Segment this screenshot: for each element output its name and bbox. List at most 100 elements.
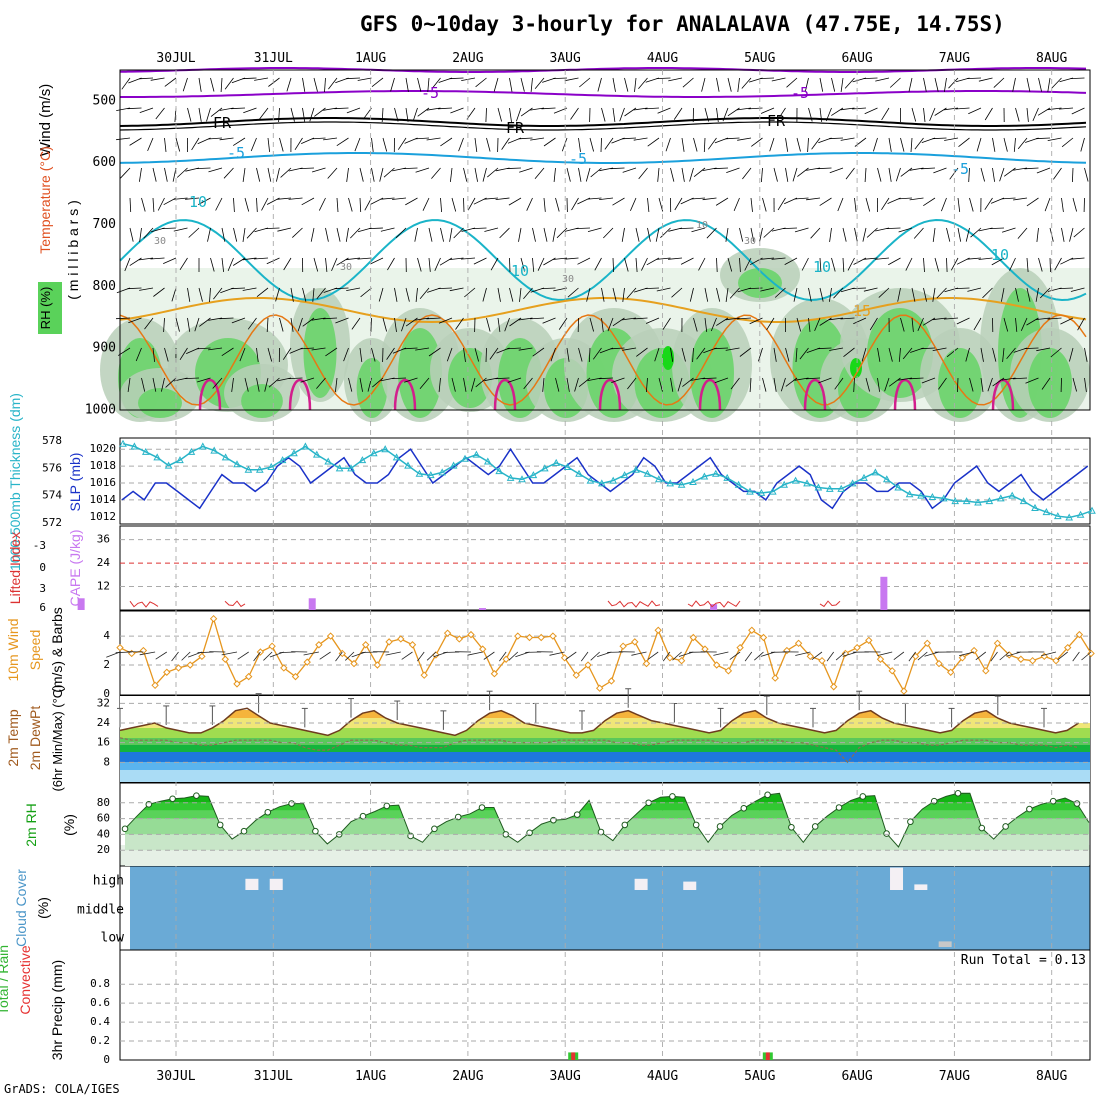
pressure-tick: 1000 <box>85 403 116 418</box>
thickness-point <box>415 469 424 477</box>
wind-barb <box>485 107 487 123</box>
wind-barb <box>242 167 246 182</box>
rh-point <box>573 811 581 818</box>
wind-barb <box>419 287 430 300</box>
wind-barb <box>749 317 763 325</box>
temp-tick: 32 <box>97 696 110 709</box>
cloud-level-middle: middle <box>77 903 124 918</box>
wind-barb <box>417 107 430 117</box>
wind-barb <box>946 227 951 242</box>
wind-barb <box>1001 227 1016 233</box>
wind-barb <box>532 227 536 242</box>
wind-barb <box>357 257 372 260</box>
wind-barb <box>506 167 522 169</box>
wind-barb-10m <box>237 651 249 660</box>
thickness-point <box>711 469 720 477</box>
wind-barb <box>968 107 982 115</box>
wind-barb <box>729 287 740 299</box>
thickness-point <box>723 473 732 481</box>
wind-barb <box>415 167 430 173</box>
wind-barb <box>325 347 338 357</box>
wind-barb <box>1003 167 1016 177</box>
ylabel-millibars: ( m i l l i b a r s ) <box>65 200 81 300</box>
wind-barb-10m <box>319 651 331 660</box>
wind-barb <box>530 77 533 92</box>
wind-barb <box>523 287 533 299</box>
wind-barb <box>264 377 269 392</box>
wind-barb <box>283 257 292 271</box>
wind-barb <box>280 167 292 178</box>
wind-barb <box>837 197 844 212</box>
wind-barb <box>231 317 246 324</box>
wind-barb <box>266 317 269 333</box>
slp-tick: 1012 <box>90 510 117 523</box>
wind-barb <box>523 377 533 390</box>
wind-barb <box>771 257 786 260</box>
wind-barb <box>895 167 901 182</box>
wind-barb <box>279 137 284 152</box>
wind-barb-10m <box>115 651 132 654</box>
contour-25c-1 <box>288 378 312 411</box>
wind-barb <box>969 197 974 212</box>
wind-barb <box>958 137 970 148</box>
wind-barb <box>897 197 913 200</box>
thickness-tick: 574 <box>42 489 62 502</box>
wind-barb <box>641 257 648 271</box>
wind-barb <box>520 107 533 117</box>
ylabel-cloud-unit: (%) <box>35 897 51 919</box>
cape-tick: 36 <box>97 533 110 546</box>
wind-barb <box>147 137 154 152</box>
wind-barb <box>325 227 329 242</box>
wind-barb <box>854 197 857 212</box>
wind-barb <box>922 317 936 326</box>
wind-barb <box>437 107 453 110</box>
wind-barb <box>164 167 168 182</box>
wind-barb <box>681 347 686 362</box>
thickness-point <box>825 484 834 492</box>
wind-barb <box>530 107 545 111</box>
wind-barb <box>532 257 535 272</box>
slp-tick: 1014 <box>90 493 117 506</box>
wind-barb <box>840 77 844 92</box>
wind-barb <box>877 167 882 182</box>
contour-25c-0 <box>198 378 222 411</box>
temp-line <box>119 707 1080 737</box>
wind-speed-point <box>397 635 405 643</box>
wind-barb <box>622 167 637 173</box>
wind-barb <box>741 77 752 89</box>
wind-barb <box>371 137 374 152</box>
wind-barb <box>161 227 177 229</box>
wind-barb <box>121 77 131 90</box>
wind-barb-10m <box>565 651 577 660</box>
wind-barb <box>612 197 625 206</box>
wind-barb <box>120 167 131 179</box>
wind-barb <box>382 137 388 152</box>
wind-barb <box>302 287 307 302</box>
rh-point <box>883 830 890 837</box>
wind-barb <box>463 167 468 182</box>
wind-barb <box>1024 167 1039 170</box>
wind-barb <box>173 227 188 232</box>
wind-barb <box>463 347 466 362</box>
ylabel-total-rain: Total / Rain <box>0 945 11 1015</box>
wind-barb <box>428 257 431 272</box>
wind-barb <box>681 167 685 182</box>
wind-barb <box>847 257 855 271</box>
wind-barb <box>704 287 709 302</box>
wind-barb <box>208 347 223 351</box>
wind-barb <box>1035 137 1051 140</box>
thickness-point <box>700 472 709 480</box>
thickness-point <box>552 458 561 466</box>
wind-barb <box>428 227 433 242</box>
thickness-point <box>221 453 230 461</box>
date-gridlines: 30JUL 30JUL 31JUL 31JUL 1AUG 1AUG 2AUG 2AUG 3AUG… <box>156 51 1067 1084</box>
wind-barb <box>936 287 947 299</box>
wind-barb <box>578 377 591 388</box>
wind-barb <box>624 77 629 92</box>
wind-barb <box>404 377 418 383</box>
temp-band-3 <box>120 745 1090 752</box>
wind-barb <box>587 197 602 200</box>
wind-barb <box>504 317 510 332</box>
wind-barb <box>1003 317 1009 332</box>
wind-barb <box>766 317 775 331</box>
